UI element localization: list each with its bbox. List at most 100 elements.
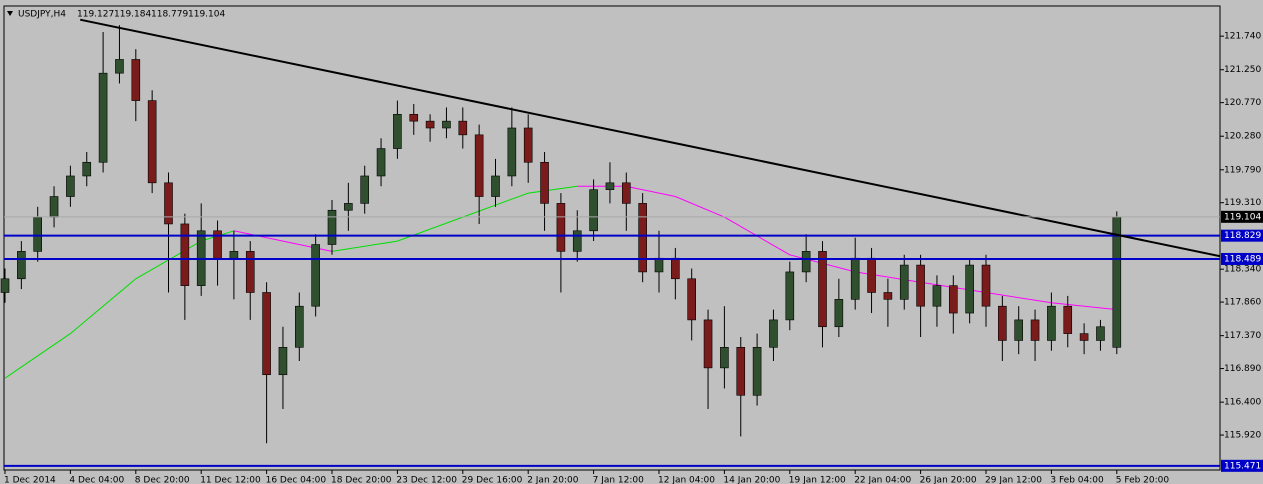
candle-body: [981, 264, 991, 307]
candle-body: [720, 347, 729, 369]
candle-body: [229, 251, 239, 259]
x-tick-label: 29 Jan 12:00: [985, 476, 1042, 484]
candle-body: [409, 113, 419, 122]
candle-body: [899, 264, 909, 300]
candle-body: [850, 257, 860, 300]
candle-body: [474, 134, 484, 197]
candle-body: [556, 203, 566, 252]
x-tick-label: 26 Jan 20:00: [920, 476, 977, 484]
candle-body: [245, 251, 255, 293]
candle-body: [425, 120, 435, 129]
candle-body: [867, 257, 876, 293]
candle-body: [1063, 305, 1073, 334]
candle-body: [638, 203, 647, 273]
price-label: 115.471: [1224, 461, 1261, 471]
candle-body: [1079, 333, 1089, 341]
candle-body: [115, 59, 124, 74]
candle-body: [458, 120, 468, 136]
x-tick-label: 1 Dec 2014: [4, 476, 56, 484]
candle-body: [654, 257, 664, 273]
candle-body: [605, 182, 615, 190]
y-tick-label: 120.280: [1224, 132, 1261, 142]
x-tick-label: 12 Jan 04:00: [658, 476, 715, 484]
x-tick-label: 2 Jan 20:00: [527, 476, 579, 484]
candle-body: [442, 120, 451, 129]
y-tick-label: 119.310: [1224, 198, 1261, 208]
candle-body: [916, 264, 925, 307]
candle-body: [164, 182, 173, 225]
y-tick-label: 116.400: [1224, 398, 1261, 408]
x-tick-label: 5 Feb 20:00: [1116, 476, 1170, 484]
x-tick-label: 7 Jan 12:00: [593, 476, 645, 484]
x-tick-label: 3 Feb 04:00: [1050, 476, 1104, 484]
price-label: 118.489: [1224, 254, 1261, 264]
x-tick-label: 16 Dec 04:00: [266, 476, 327, 484]
candle-body: [621, 182, 631, 204]
candle-body: [998, 305, 1007, 341]
candle-body: [344, 203, 353, 211]
candle-body: [376, 148, 386, 177]
candle-body: [818, 251, 827, 328]
current-price-label: 119.104: [1224, 212, 1261, 222]
candle-body: [687, 278, 697, 321]
candle-body: [33, 216, 43, 252]
candle-body: [17, 251, 26, 280]
x-tick-label: 14 Jan 20:00: [723, 476, 780, 484]
ohlc-low: 118.779: [151, 10, 188, 20]
price-label-box: [1221, 229, 1263, 242]
plot-frame: [3, 5, 1221, 471]
y-tick-label: 117.370: [1224, 331, 1261, 341]
candle-body: [752, 347, 762, 396]
candle-body: [262, 292, 271, 376]
candle-body: [785, 271, 795, 321]
current-price-box: [1221, 210, 1263, 223]
y-tick-label: 115.920: [1224, 431, 1261, 441]
x-tick-label: 11 Dec 12:00: [200, 476, 261, 484]
candle-body: [180, 223, 190, 286]
candle-body: [360, 175, 370, 204]
candle-body: [769, 319, 778, 348]
menu-arrow[interactable]: [7, 11, 13, 16]
y-tick-label: 119.790: [1224, 165, 1261, 175]
candle-body: [1096, 326, 1105, 341]
candle-body: [0, 278, 10, 293]
candle-body: [540, 161, 549, 204]
candle-body: [82, 161, 92, 177]
candle-body: [278, 347, 288, 376]
candle-body: [834, 299, 844, 328]
ohlc-high: 119.184: [114, 10, 151, 20]
candle-body: [589, 189, 598, 232]
candle-body: [703, 319, 713, 369]
candle-body: [932, 285, 942, 307]
price-label-box: [1221, 252, 1263, 265]
candle-body: [327, 209, 337, 245]
candle-body: [311, 244, 320, 307]
candle-body: [294, 305, 304, 348]
symbol: USDJPY,H4: [18, 10, 66, 20]
candle-body: [883, 292, 893, 300]
candle-body: [948, 285, 958, 314]
candle-body: [1014, 319, 1024, 341]
y-tick-label: 116.890: [1224, 364, 1261, 374]
candle-body: [965, 264, 974, 314]
ohlc-close: 119.104: [188, 10, 225, 20]
x-tick-label: 23 Dec 12:00: [396, 476, 457, 484]
candle-body: [523, 127, 533, 163]
x-tick-label: 22 Jan 04:00: [854, 476, 911, 484]
candle-body: [147, 100, 157, 184]
candle-body: [507, 127, 517, 177]
x-tick-label: 4 Dec 04:00: [69, 476, 124, 484]
candle-body: [736, 347, 746, 396]
candle-body: [1047, 305, 1056, 341]
x-tick-label: 29 Dec 16:00: [462, 476, 523, 484]
candle-body: [671, 257, 680, 280]
price-label: 118.829: [1224, 231, 1261, 241]
candle-body: [801, 251, 811, 273]
candle-body: [66, 175, 75, 197]
x-tick-label: 18 Dec 20:00: [331, 476, 392, 484]
x-tick-label: 8 Dec 20:00: [135, 476, 190, 484]
candle-body: [49, 196, 59, 218]
candle-body: [572, 230, 582, 252]
moving-average: [4, 230, 235, 379]
